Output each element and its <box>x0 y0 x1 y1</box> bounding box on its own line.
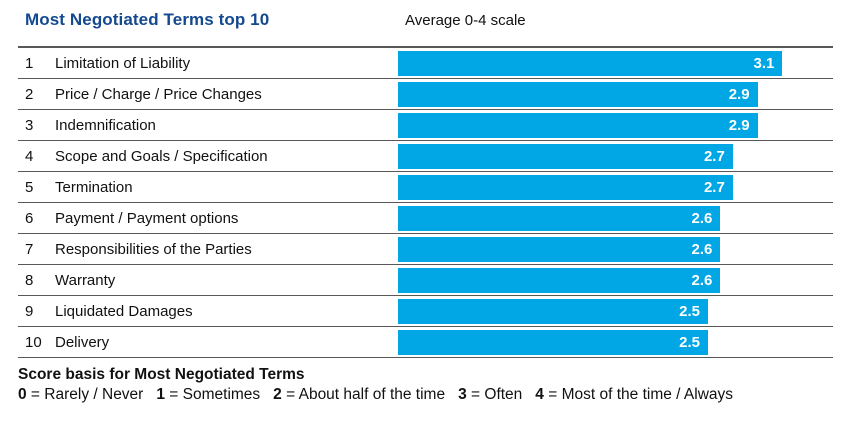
bar-track: 2.9 <box>398 112 833 138</box>
legend-score: 4 <box>535 386 544 403</box>
chart-row: 10 Delivery 2.5 <box>18 327 833 358</box>
chart-header: Most Negotiated Terms top 10 Average 0-4… <box>0 0 850 36</box>
row-rank: 7 <box>25 240 34 258</box>
bar-track: 3.1 <box>398 50 833 76</box>
bar-value-label: 2.5 <box>679 302 700 320</box>
row-label: Scope and Goals / Specification <box>55 147 268 165</box>
row-rank: 2 <box>25 85 34 103</box>
value-bar: 2.5 <box>398 329 708 355</box>
chart-row: 8 Warranty 2.6 <box>18 265 833 296</box>
chart-row: 3 Indemnification 2.9 <box>18 110 833 141</box>
value-bar: 2.7 <box>398 143 733 169</box>
bar-track: 2.5 <box>398 329 833 355</box>
legend-item: 3 = Often <box>458 386 522 403</box>
bar-value-label: 2.6 <box>691 271 713 289</box>
legend-meaning: = About half of the time <box>281 386 446 403</box>
legend-score: 1 <box>156 386 165 403</box>
bar-value-label: 2.7 <box>703 178 725 196</box>
score-legend: 0 = Rarely / Never 1 = Sometimes 2 = About… <box>18 386 833 404</box>
chart-row: 4 Scope and Goals / Specification 2.7 <box>18 141 833 172</box>
value-bar: 2.7 <box>398 174 733 200</box>
value-bar: 2.6 <box>398 236 721 262</box>
row-label: Indemnification <box>55 116 156 134</box>
row-rank: 8 <box>25 271 34 289</box>
bar-track: 2.7 <box>398 174 833 200</box>
row-rank: 5 <box>25 178 34 196</box>
value-bar: 2.9 <box>398 81 758 107</box>
bar-track: 2.6 <box>398 205 833 231</box>
legend-meaning: = Often <box>466 386 523 403</box>
chart-row: 7 Responsibilities of the Parties 2.6 <box>18 234 833 265</box>
bar-track: 2.7 <box>398 143 833 169</box>
chart-row: 5 Termination 2.7 <box>18 172 833 203</box>
row-label: Warranty <box>55 271 116 289</box>
legend-score: 0 <box>18 386 27 403</box>
row-rank: 4 <box>25 147 34 165</box>
row-rank: 10 <box>25 333 42 351</box>
chart-row: 9 Liquidated Damages 2.5 <box>18 296 833 327</box>
bar-value-label: 2.9 <box>728 85 750 103</box>
row-label: Delivery <box>55 333 110 351</box>
chart-title: Most Negotiated Terms top 10 <box>25 10 270 29</box>
value-bar: 3.1 <box>398 50 783 76</box>
chart-row: 2 Price / Charge / Price Changes 2.9 <box>18 79 833 110</box>
legend-item: 0 = Rarely / Never <box>18 386 143 403</box>
chart-row: 1 Limitation of Liability 3.1 <box>18 48 833 79</box>
bar-value-label: 2.9 <box>728 116 750 134</box>
score-basis-footer: Score basis for Most Negotiated Terms 0 … <box>18 366 833 404</box>
row-rank: 3 <box>25 116 34 134</box>
legend-item: 4 = Most of the time / Always <box>535 386 733 403</box>
legend-meaning: = Rarely / Never <box>26 386 144 403</box>
chart-row: 6 Payment / Payment options 2.6 <box>18 203 833 234</box>
row-label: Liquidated Damages <box>55 302 193 320</box>
value-bar: 2.9 <box>398 112 758 138</box>
row-label: Responsibilities of the Parties <box>55 240 252 258</box>
row-rank: 6 <box>25 209 34 227</box>
bar-track: 2.5 <box>398 298 833 324</box>
row-label: Termination <box>55 178 133 196</box>
bar-value-label: 2.5 <box>679 333 700 351</box>
scale-note: Average 0-4 scale <box>405 12 526 29</box>
legend-meaning: = Most of the time / Always <box>543 386 734 403</box>
bar-value-label: 2.7 <box>703 147 725 165</box>
row-label: Price / Charge / Price Changes <box>55 85 262 103</box>
bar-track: 2.6 <box>398 236 833 262</box>
legend-score: 3 <box>458 386 467 403</box>
value-bar: 2.6 <box>398 205 721 231</box>
score-basis-title: Score basis for Most Negotiated Terms <box>18 366 305 383</box>
legend-meaning: = Sometimes <box>164 386 261 403</box>
bar-value-label: 2.6 <box>691 209 713 227</box>
legend-item: 1 = Sometimes <box>156 386 260 403</box>
bar-chart: 1 Limitation of Liability 3.1 2 Price / Char… <box>18 46 833 358</box>
bar-track: 2.6 <box>398 267 833 293</box>
legend-score: 2 <box>273 386 282 403</box>
bar-value-label: 2.6 <box>691 240 713 258</box>
value-bar: 2.5 <box>398 298 708 324</box>
row-label: Limitation of Liability <box>55 54 191 72</box>
row-rank: 1 <box>25 54 34 72</box>
bar-track: 2.9 <box>398 81 833 107</box>
legend-item: 2 = About half of the time <box>273 386 445 403</box>
row-rank: 9 <box>25 302 34 320</box>
value-bar: 2.6 <box>398 267 721 293</box>
row-label: Payment / Payment options <box>55 209 239 227</box>
bar-value-label: 3.1 <box>753 54 775 72</box>
